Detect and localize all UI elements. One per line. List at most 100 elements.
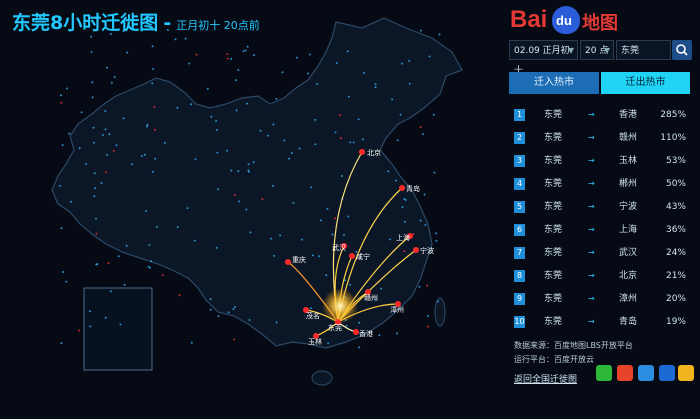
percentage: 110% <box>660 133 686 143</box>
rank-badge: 2 <box>514 132 525 144</box>
percentage: 19% <box>665 317 686 327</box>
marker-chongqing <box>285 259 291 265</box>
ranking-row[interactable]: 9 东莞 → 漳州 20% <box>510 291 692 307</box>
marker-dongguan <box>335 319 341 325</box>
tab-outbound[interactable]: 迁出热市 <box>601 72 690 94</box>
ranking-row[interactable]: 2 东莞 → 赣州 110% <box>510 130 692 146</box>
tab-inbound[interactable]: 迁入热市 <box>509 72 599 94</box>
date-select[interactable]: 02.09 正月初十 ▼ <box>509 40 578 76</box>
to-city: 上海 <box>619 225 638 235</box>
ranking-row[interactable]: 10 东莞 → 青岛 19% <box>510 314 692 330</box>
to-city: 香港 <box>619 110 638 120</box>
label-maoming: 茂名 <box>306 311 320 320</box>
arrow-icon: → <box>588 179 595 188</box>
arrow-icon: → <box>588 294 595 303</box>
ranking-row[interactable]: 1 东莞 → 香港 285% <box>510 107 692 123</box>
from-city: 东莞 <box>544 317 563 327</box>
label-chongqing: 重庆 <box>292 255 306 264</box>
percentage: 53% <box>665 156 686 166</box>
chevron-down-icon: ▼ <box>567 46 574 55</box>
wechat-icon[interactable] <box>596 365 612 381</box>
arrow-icon: → <box>588 133 595 142</box>
rank-badge: 6 <box>514 224 525 236</box>
city-input-value: 东莞 <box>621 46 640 56</box>
dongguan-glow <box>322 288 358 324</box>
arrow-icon: → <box>588 156 595 165</box>
marker-ningbo <box>413 247 419 253</box>
weibo-icon[interactable] <box>617 365 633 381</box>
logo-du: du <box>556 13 572 28</box>
ranking-row[interactable]: 6 东莞 → 上海 36% <box>510 222 692 238</box>
ranking-row[interactable]: 4 东莞 → 郴州 50% <box>510 176 692 192</box>
marker-beijing <box>359 149 365 155</box>
marker-xianggang <box>353 329 359 335</box>
search-icon <box>676 44 688 56</box>
rank-badge: 10 <box>514 316 525 328</box>
label-beijing: 北京 <box>367 148 381 157</box>
from-city: 东莞 <box>544 294 563 304</box>
hour-select[interactable]: 20 点 ▼ <box>580 40 614 60</box>
arrow-icon: → <box>588 248 595 257</box>
chevron-down-icon: ▼ <box>603 46 610 55</box>
logo-bai: Bai <box>510 6 548 33</box>
label-wuhan: 武汉 <box>332 243 346 252</box>
to-city: 玉林 <box>619 156 638 166</box>
percentage: 285% <box>660 110 686 120</box>
to-city: 北京 <box>619 271 638 281</box>
label-shanghai: 上海 <box>396 233 410 242</box>
hour-select-value: 20 点 <box>585 46 609 56</box>
rank-badge: 7 <box>514 247 525 259</box>
from-city: 东莞 <box>544 225 563 235</box>
ranking-row[interactable]: 7 东莞 → 武汉 24% <box>510 245 692 261</box>
to-city: 武汉 <box>619 248 638 258</box>
label-ganzhou: 赣州 <box>364 293 378 302</box>
marker-qingdao <box>399 185 405 191</box>
arrow-icon: → <box>588 271 595 280</box>
china-outline <box>51 17 463 349</box>
qzone-icon[interactable] <box>638 365 654 381</box>
to-city: 宁波 <box>619 202 638 212</box>
rank-badge: 4 <box>514 178 525 190</box>
marker-ganzhou <box>365 289 371 295</box>
marker-shanghai <box>407 233 413 239</box>
rank-badge: 9 <box>514 293 525 305</box>
back-to-national-link[interactable]: 返回全国迁徙图 <box>514 375 578 385</box>
city-input[interactable]: 东莞 <box>616 40 671 60</box>
rank-badge: 8 <box>514 270 525 282</box>
migration-map[interactable]: 北京 青岛 上海 宁波 武汉 咸宁 重庆 赣州 漳州 茂名 东莞 香港 玉林 <box>0 0 500 419</box>
ranking-row[interactable]: 3 东莞 → 玉林 53% <box>510 153 692 169</box>
arrow-icon: → <box>588 225 595 234</box>
label-xianning: 咸宁 <box>356 252 370 261</box>
label-yulin: 玉林 <box>308 337 322 346</box>
label-qingdao: 青岛 <box>406 184 420 193</box>
title-subtitle: 正月初十 20点前 <box>176 19 260 32</box>
from-city: 东莞 <box>544 202 563 212</box>
renren-icon[interactable] <box>659 365 675 381</box>
arrow-icon: → <box>588 110 595 119</box>
title-main: 东莞8小时迁徙图 <box>12 12 159 34</box>
arrow-icon: → <box>588 202 595 211</box>
from-city: 东莞 <box>544 248 563 258</box>
data-source: 数据来源：百度地图LBS开放平台 <box>514 341 633 350</box>
to-city: 青岛 <box>619 317 638 327</box>
rank-badge: 5 <box>514 201 525 213</box>
marker-xianning <box>349 253 355 259</box>
rank-badge: 1 <box>514 109 525 121</box>
hainan-island <box>311 370 333 386</box>
percentage: 24% <box>665 248 686 258</box>
star-icon[interactable] <box>678 365 694 381</box>
arrow-icon: → <box>588 317 595 326</box>
search-button[interactable] <box>672 40 692 60</box>
taiwan-island <box>434 297 446 327</box>
percentage: 36% <box>665 225 686 235</box>
percentage: 43% <box>665 202 686 212</box>
ranking-row[interactable]: 8 东莞 → 北京 21% <box>510 268 692 284</box>
percentage: 20% <box>665 294 686 304</box>
marker-yulin <box>313 333 319 339</box>
marker-wuhan <box>341 243 347 249</box>
city-dots <box>59 29 441 349</box>
ranking-row[interactable]: 5 东莞 → 宁波 43% <box>510 199 692 215</box>
baidu-map-logo[interactable]: Bai du 地图 <box>510 6 650 34</box>
from-city: 东莞 <box>544 110 563 120</box>
to-city: 漳州 <box>619 294 638 304</box>
